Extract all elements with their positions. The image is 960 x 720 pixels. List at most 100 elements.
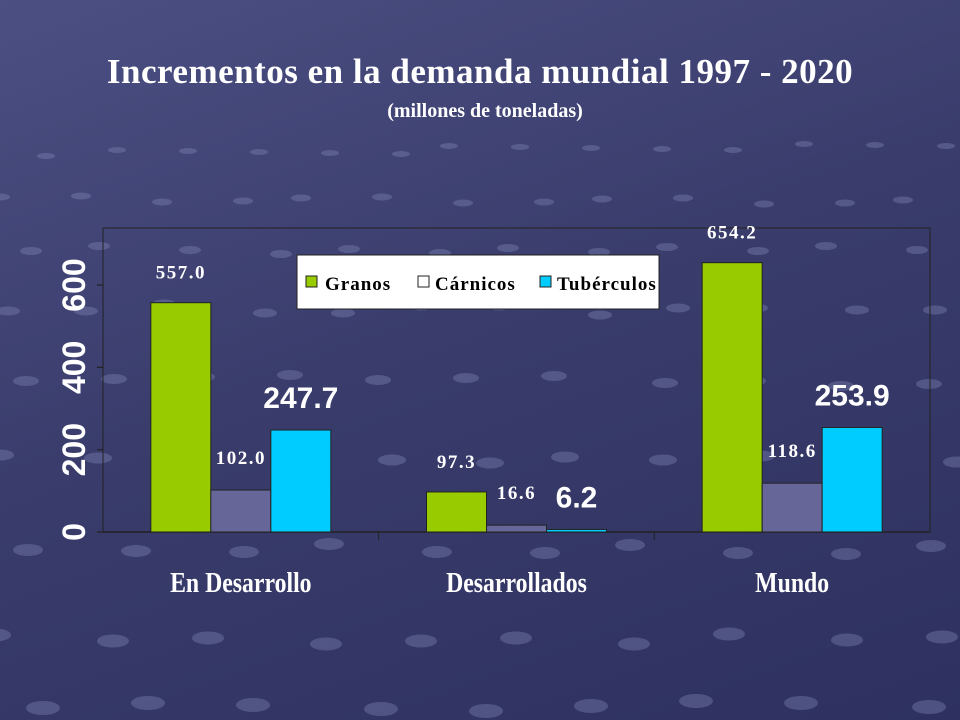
background-dot xyxy=(530,547,560,559)
background-dot xyxy=(392,151,410,157)
background-dot xyxy=(0,628,11,642)
background-dot xyxy=(653,146,671,152)
background-dot xyxy=(835,199,855,207)
legend-swatch xyxy=(417,275,430,288)
background-dot xyxy=(37,153,55,159)
data-label: 102.0 xyxy=(216,448,266,469)
background-dot xyxy=(291,194,311,202)
background-dot xyxy=(229,546,259,558)
background-dot xyxy=(784,696,818,710)
background-dot xyxy=(364,702,398,716)
background-dot xyxy=(131,696,165,710)
background-dot xyxy=(926,630,958,644)
background-dot xyxy=(497,244,519,252)
background-dot xyxy=(0,449,14,461)
background-dot xyxy=(574,699,608,713)
background-dot xyxy=(724,147,742,153)
background-dot xyxy=(541,371,567,381)
background-dot xyxy=(615,539,645,551)
data-label: 253.9 xyxy=(815,379,890,412)
background-dot xyxy=(723,547,753,559)
background-dot xyxy=(943,456,960,468)
bar-granos xyxy=(701,262,763,533)
data-label: 16.6 xyxy=(497,483,536,504)
background-dot xyxy=(108,147,126,153)
background-dot xyxy=(310,637,342,651)
bar-tubérculos xyxy=(821,426,883,533)
background-dot xyxy=(321,150,339,156)
background-dot xyxy=(13,376,39,386)
y-tick-label: 400 xyxy=(56,341,92,394)
background-dot xyxy=(331,308,355,318)
data-label: 654.2 xyxy=(707,223,757,244)
background-dot xyxy=(815,242,837,250)
background-dot xyxy=(500,631,532,645)
background-dot xyxy=(13,544,43,556)
legend-entry: Granos xyxy=(325,274,391,295)
background-dot xyxy=(74,306,98,316)
background-dot xyxy=(618,637,650,651)
background-dot xyxy=(831,548,861,560)
background-dot xyxy=(71,192,91,200)
bar-tubérculos xyxy=(546,528,607,533)
background-dot xyxy=(338,245,360,253)
data-label: 557.0 xyxy=(156,263,206,284)
legend-swatch xyxy=(305,275,318,288)
data-label: 97.3 xyxy=(437,452,476,473)
background-dot xyxy=(916,379,942,389)
background-dot xyxy=(233,197,253,205)
legend-box xyxy=(296,254,660,310)
background-dot xyxy=(88,242,110,250)
y-tick-label: 600 xyxy=(56,258,92,311)
background-dot xyxy=(649,454,677,466)
background-dot xyxy=(866,142,884,148)
background-dot xyxy=(906,246,928,254)
legend: Granos Cárnicos Tubérculos xyxy=(296,254,660,310)
background-dot xyxy=(440,143,458,149)
background-dot xyxy=(422,546,452,558)
background-dot xyxy=(551,451,579,463)
background-dot xyxy=(923,305,947,315)
background-dot xyxy=(747,247,769,255)
background-dot xyxy=(101,374,127,384)
background-dot xyxy=(795,141,813,147)
background-dot xyxy=(378,454,406,466)
x-category-label: Desarrollados xyxy=(446,566,587,599)
background-dot xyxy=(152,198,172,206)
background-dot xyxy=(0,193,10,201)
legend-entry: Tubérculos xyxy=(557,274,657,295)
background-dot xyxy=(179,148,197,154)
background-dot xyxy=(588,248,610,256)
background-dot xyxy=(476,457,504,469)
background-dot xyxy=(893,196,913,204)
legend-swatch xyxy=(539,275,552,288)
background-dot xyxy=(26,701,60,715)
background-dot xyxy=(236,698,270,712)
background-dot xyxy=(534,198,554,206)
background-dot xyxy=(84,452,112,464)
bar-tubérculos xyxy=(270,429,332,533)
background-dot xyxy=(592,195,612,203)
background-dot xyxy=(121,545,151,557)
y-tick-label: 200 xyxy=(56,423,92,476)
y-tick-label: 0 xyxy=(56,523,92,541)
background-dot xyxy=(679,694,713,708)
bar-granos xyxy=(426,491,487,533)
data-label: 118.6 xyxy=(768,441,817,462)
background-dot xyxy=(97,634,129,648)
background-dot xyxy=(831,633,863,647)
background-dot xyxy=(453,373,479,383)
background-dot xyxy=(192,631,224,645)
background-dot xyxy=(250,149,268,155)
background-dot xyxy=(253,308,277,318)
background-dot xyxy=(845,305,869,315)
background-dot xyxy=(754,200,774,208)
page-subtitle: (millones de toneladas) xyxy=(387,100,583,122)
bar-cárnicos xyxy=(486,524,547,533)
data-label: 247.7 xyxy=(263,382,338,415)
background-dot xyxy=(453,199,473,207)
legend-entry: Cárnicos xyxy=(435,274,516,295)
background-dot xyxy=(912,700,946,714)
bar-cárnicos xyxy=(761,482,823,533)
